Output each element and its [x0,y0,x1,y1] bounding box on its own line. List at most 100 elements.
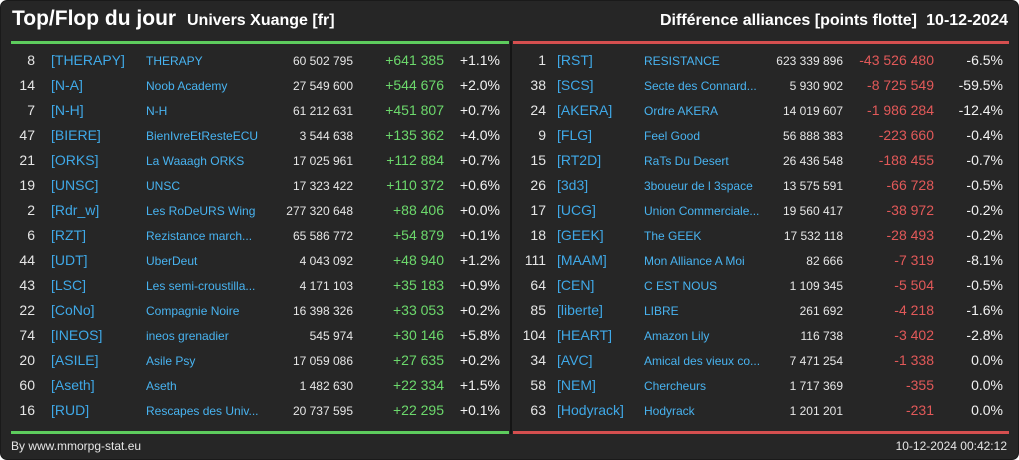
alliance-name-link[interactable]: N-H [146,104,168,118]
alliance-tag-link[interactable]: [RST] [557,52,593,68]
rank-cell: 47 [19,127,35,143]
alliance-tag-link[interactable]: [CEN] [557,277,595,293]
points-cell: 1 717 369 [789,379,843,393]
points-cell: 261 692 [799,304,843,318]
alliance-name-link[interactable]: Les RoDeURS Wing [146,204,256,218]
alliance-tag-link[interactable]: [SCS] [557,77,594,93]
alliance-name-link[interactable]: ineos grenadier [146,329,229,343]
alliance-tag-link[interactable]: [UDT] [51,252,88,268]
table-row: 74 [INEOS] ineos grenadier 545 974 +30 146 +5… [1,323,510,348]
alliance-name-link[interactable]: Asile Psy [146,354,196,368]
alliance-tag-link[interactable]: [GEEK] [557,227,604,243]
alliance-tag-link[interactable]: [BIERE] [51,127,101,143]
percent-cell: -0.2% [966,202,1003,218]
alliance-name-link[interactable]: UNSC [146,179,181,193]
alliance-name-link[interactable]: C EST NOUS [644,279,718,293]
percent-cell: +0.7% [459,152,500,168]
table-row: 6 [RZT] Rezistance march... 65 586 772 +54 8… [1,223,510,248]
percent-cell: +0.0% [459,202,500,218]
alliance-name-link[interactable]: THERAPY [146,54,203,68]
rank-cell: 15 [530,152,546,168]
gain-divider-bottom [11,431,509,434]
difference-cell: +135 362 [385,127,444,143]
rank-cell: 17 [530,202,546,218]
rank-cell: 18 [530,227,546,243]
alliance-name-link[interactable]: Mon Alliance A Moi [644,254,745,268]
percent-cell: -6.5% [966,52,1003,68]
percent-cell: +0.2% [459,302,500,318]
table-row: 43 [LSC] Les semi-croustilla... 4 171 103 +3… [1,273,510,298]
table-row: 21 [ORKS] La Waaagh ORKS 17 025 961 +112 884… [1,148,510,173]
points-cell: 116 738 [800,329,844,343]
difference-cell: +641 385 [385,52,444,68]
alliance-tag-link[interactable]: [Rdr_w] [51,202,100,218]
alliance-tag-link[interactable]: [AKERA] [557,102,613,118]
alliance-tag-link[interactable]: [INEOS] [51,327,103,343]
alliance-tag-link[interactable]: [UNSC] [51,177,99,193]
alliance-tag-link[interactable]: [RZT] [51,227,86,243]
table-row: 63 [Hodyrack] Hodyrack 1 201 201 -231 0.0% [512,398,1018,423]
percent-cell: -1.6% [966,302,1003,318]
rank-cell: 21 [19,152,35,168]
alliance-tag-link[interactable]: [RUD] [51,402,90,418]
alliance-tag-link[interactable]: [ASILE] [51,352,99,368]
percent-cell: -0.5% [966,277,1003,293]
column-divider [510,41,512,434]
alliance-tag-link[interactable]: [UCG] [557,202,596,218]
alliance-name-link[interactable]: 3boueur de l 3space [644,179,753,193]
difference-cell: +54 879 [393,227,444,243]
alliance-name-link[interactable]: Ordre AKERA [644,104,719,118]
alliance-name-link[interactable]: UberDeut [146,254,198,268]
alliance-tag-link[interactable]: [RT2D] [557,152,602,168]
alliance-name-link[interactable]: Aseth [146,379,177,393]
rank-cell: 20 [19,352,35,368]
rank-cell: 2 [27,202,35,218]
table-row: 9 [FLG] Feel Good 56 888 383 -223 660 -0.4% [512,123,1018,148]
difference-cell: -1 986 284 [867,102,934,118]
rank-cell: 7 [27,102,35,118]
alliance-name-link[interactable]: Amical des vieux co... [644,354,761,368]
points-cell: 13 575 591 [782,179,843,193]
rank-cell: 44 [19,252,35,268]
alliance-tag-link[interactable]: [ORKS] [51,152,99,168]
table-row: 111 [MAAM] Mon Alliance A Moi 82 666 -7 319 -… [512,248,1018,273]
alliance-tag-link[interactable]: [Hodyrack] [557,402,624,418]
alliance-name-link[interactable]: Amazon Lily [644,329,710,343]
alliance-name-link[interactable]: Hodyrack [644,404,695,418]
alliance-tag-link[interactable]: [N-H] [51,102,84,118]
alliance-name-link[interactable]: RaTs Du Desert [644,154,729,168]
alliance-tag-link[interactable]: [Aseth] [51,377,95,393]
alliance-name-link[interactable]: The GEEK [644,229,702,243]
alliance-name-link[interactable]: Les semi-croustilla... [146,279,256,293]
percent-cell: +5.8% [459,327,500,343]
percent-cell: -0.7% [966,152,1003,168]
alliance-name-link[interactable]: Secte des Connard... [644,79,757,93]
alliance-tag-link[interactable]: [LSC] [51,277,87,293]
alliance-tag-link[interactable]: [N-A] [51,77,83,93]
alliance-name-link[interactable]: Noob Academy [146,79,228,93]
percent-cell: -12.4% [958,102,1003,118]
rank-cell: 34 [530,352,546,368]
alliance-tag-link[interactable]: [HEART] [557,327,612,343]
alliance-tag-link[interactable]: [THERAPY] [51,52,125,68]
alliance-name-link[interactable]: LIBRE [644,304,679,318]
alliance-name-link[interactable]: BienIvreEtResteECU [146,129,259,143]
alliance-tag-link[interactable]: [MAAM] [557,252,607,268]
points-cell: 545 974 [309,329,353,343]
page-title: Top/Flop du jour [12,7,177,30]
alliance-name-link[interactable]: Compagnie Noire [146,304,240,318]
alliance-name-link[interactable]: Rescapes des Univ... [146,404,259,418]
alliance-name-link[interactable]: Chercheurs [644,379,707,393]
alliance-tag-link[interactable]: [3d3] [557,177,589,193]
alliance-tag-link[interactable]: [CoNo] [51,302,95,318]
alliance-tag-link[interactable]: [AVC] [557,352,593,368]
percent-cell: +4.0% [459,127,500,143]
alliance-name-link[interactable]: RESISTANCE [644,54,720,68]
alliance-tag-link[interactable]: [liberte] [557,302,603,318]
alliance-name-link[interactable]: Feel Good [644,129,701,143]
alliance-name-link[interactable]: Union Commerciale... [644,204,760,218]
alliance-name-link[interactable]: La Waaagh ORKS [146,154,245,168]
alliance-tag-link[interactable]: [NEM] [557,377,596,393]
alliance-name-link[interactable]: Rezistance march... [146,229,253,243]
alliance-tag-link[interactable]: [FLG] [557,127,593,143]
